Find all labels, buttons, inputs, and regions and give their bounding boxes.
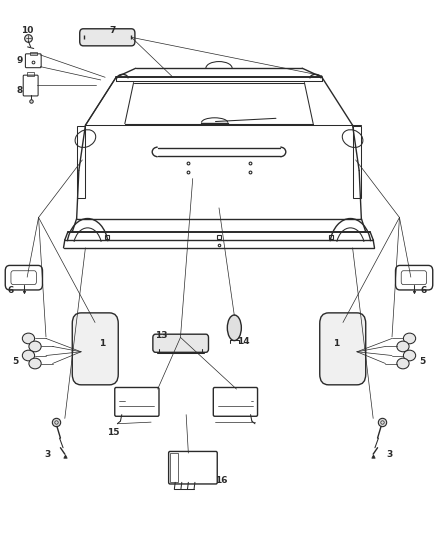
Ellipse shape [403,333,416,344]
Text: 15: 15 [107,429,119,437]
Text: 13: 13 [155,332,167,340]
Text: 16: 16 [215,477,227,485]
Text: 6: 6 [8,286,14,295]
Ellipse shape [403,350,416,361]
Text: 10: 10 [21,27,34,35]
Bar [353,126,361,198]
Bar [27,72,34,76]
Text: 6: 6 [421,286,427,295]
Text: 9: 9 [17,56,23,65]
FancyBboxPatch shape [80,29,135,46]
Text: 8: 8 [17,86,23,94]
Text: 5: 5 [12,357,18,366]
Ellipse shape [22,350,35,361]
Bar [77,126,85,198]
Ellipse shape [397,341,409,352]
Ellipse shape [29,341,41,352]
Text: 5: 5 [420,357,426,366]
Text: 7: 7 [110,27,116,35]
FancyBboxPatch shape [72,313,118,385]
Text: 1: 1 [333,340,339,348]
Text: 1: 1 [99,340,105,348]
Text: 14: 14 [237,337,250,345]
Ellipse shape [397,358,409,369]
Ellipse shape [29,358,41,369]
Ellipse shape [22,333,35,344]
FancyBboxPatch shape [153,334,208,352]
Bar [170,453,178,482]
FancyBboxPatch shape [320,313,366,385]
Text: 3: 3 [387,450,393,458]
Bar [30,52,37,55]
Text: 3: 3 [44,450,50,458]
Ellipse shape [227,315,241,341]
